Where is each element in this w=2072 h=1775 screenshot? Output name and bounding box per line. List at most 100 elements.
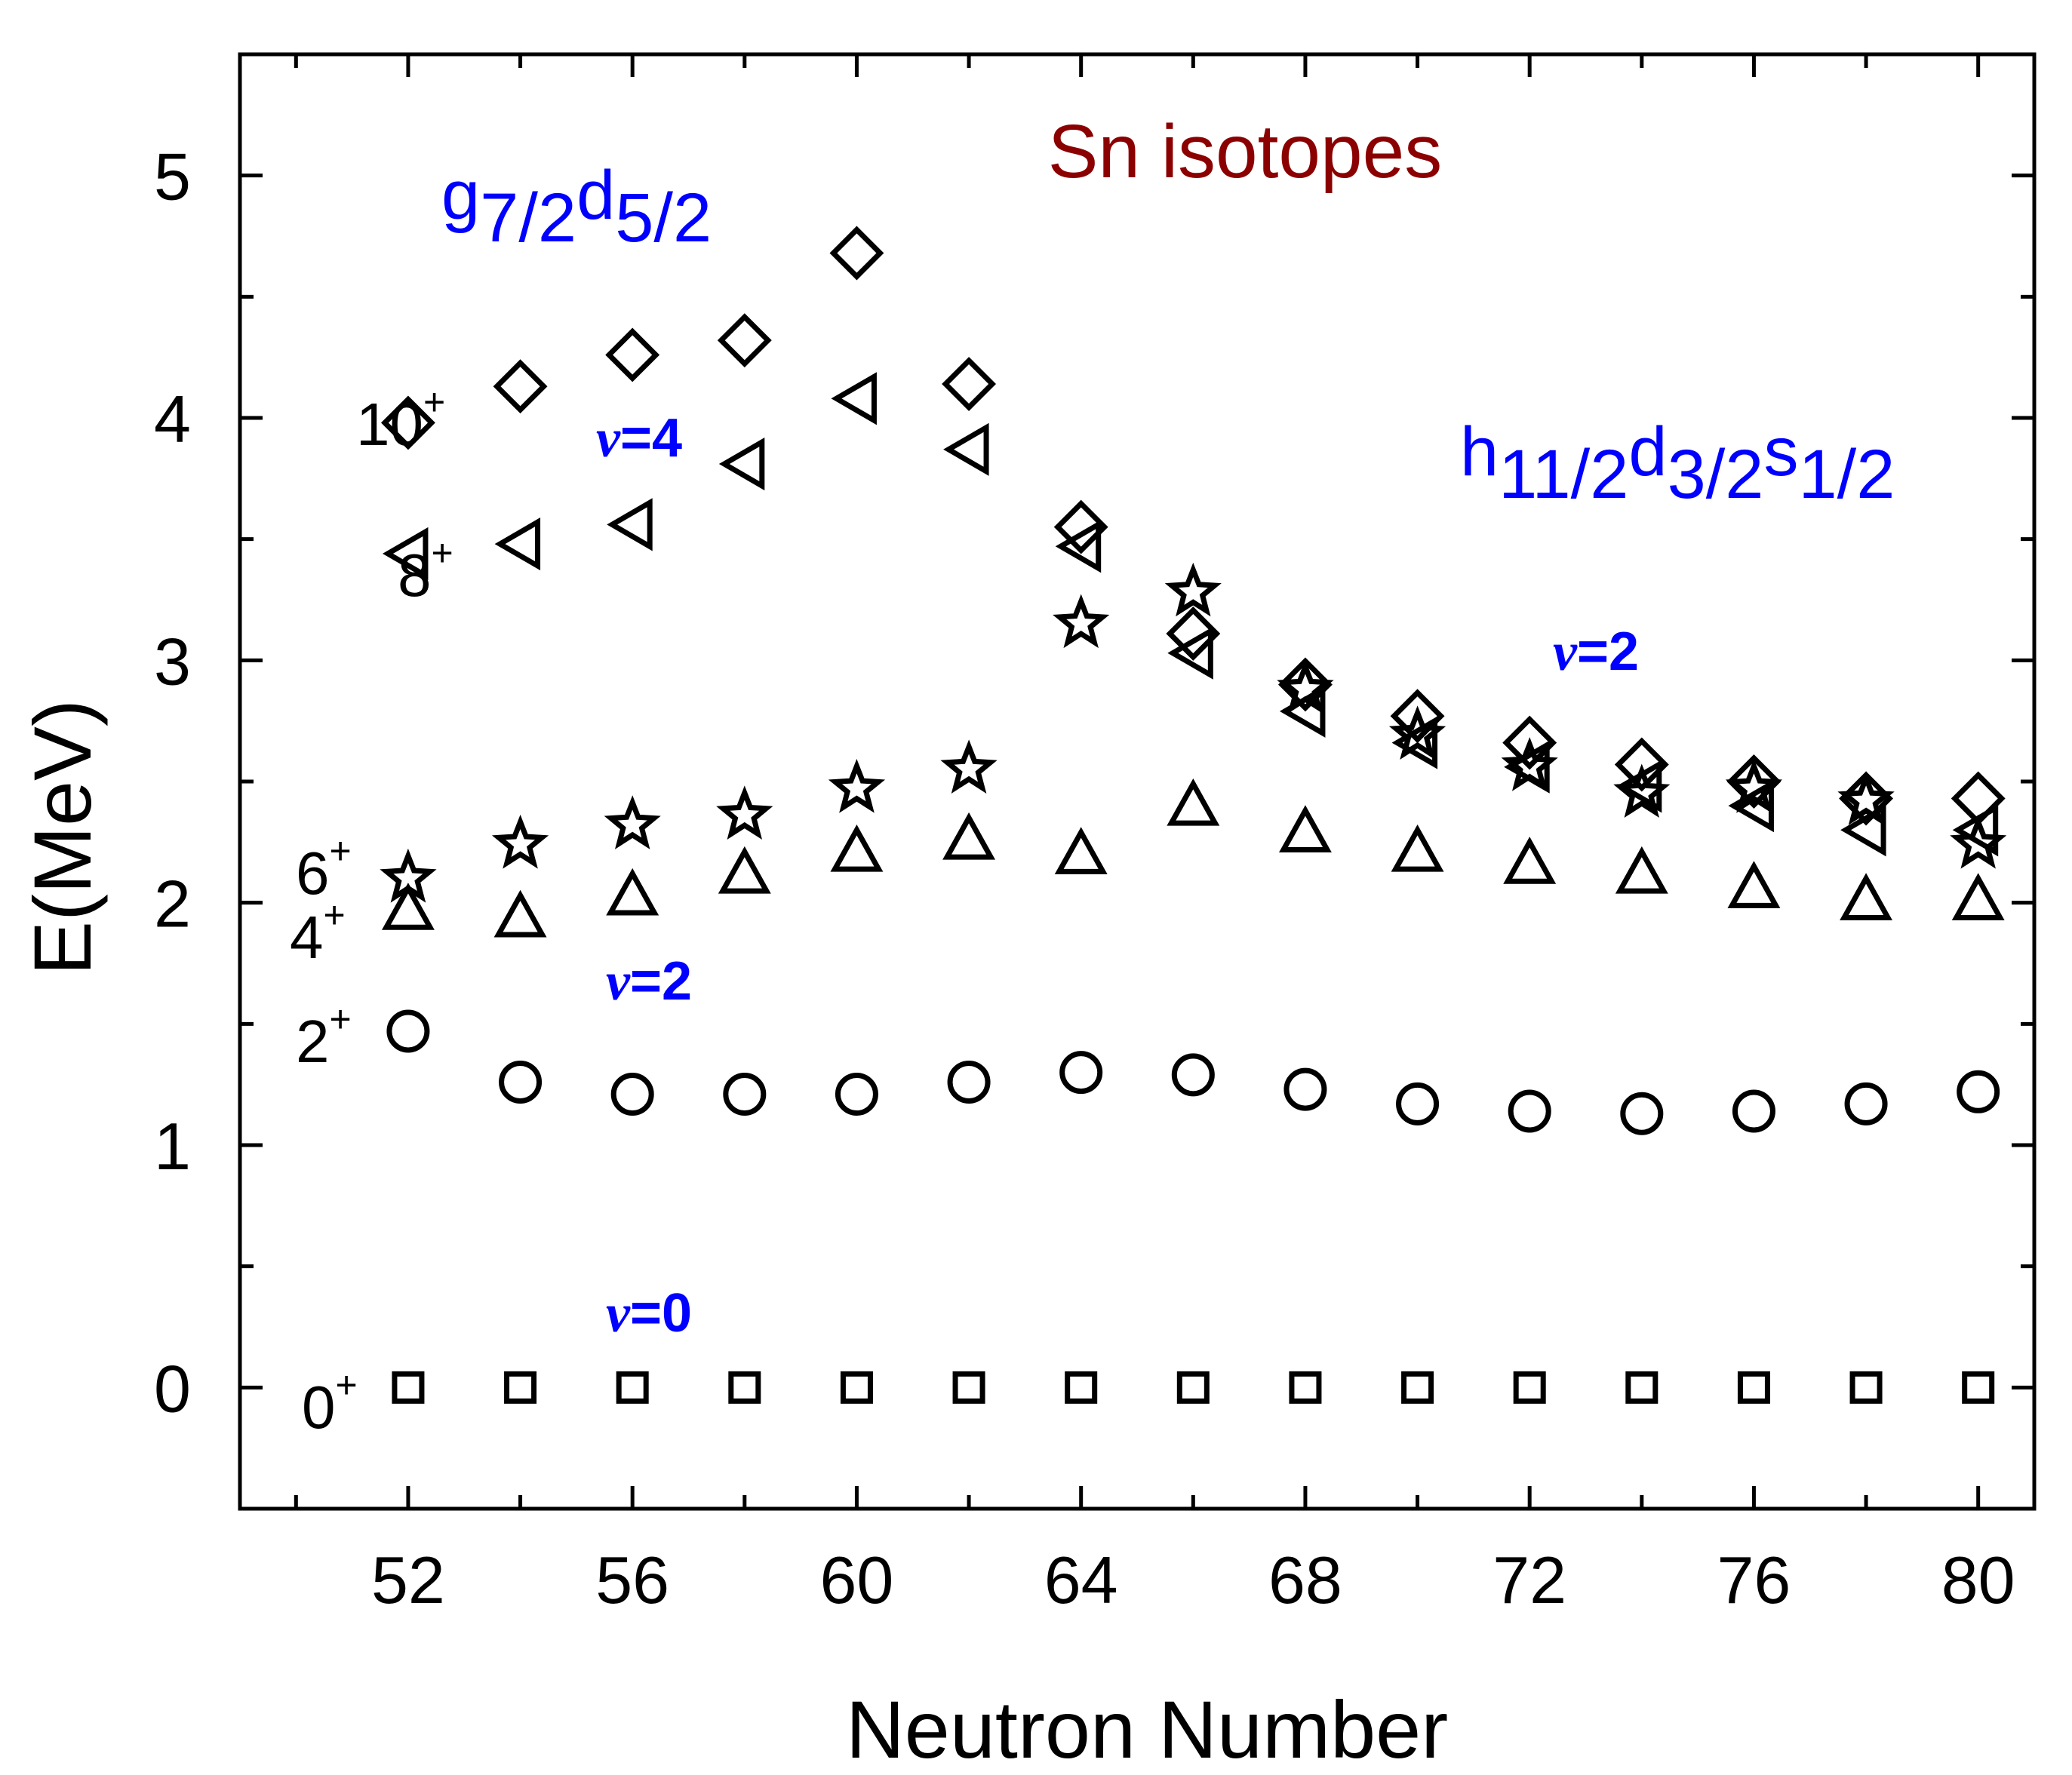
data-point-triangle-left xyxy=(1615,760,1662,813)
orbital-right-s: s xyxy=(1763,413,1798,490)
orbital-label-left: g7/2d5/2 xyxy=(441,157,712,256)
data-point-triangle-up xyxy=(1054,827,1108,874)
data-point-triangle-left xyxy=(1728,779,1774,833)
x-tick-label: 72 xyxy=(1493,1543,1566,1617)
seniority-v2-low-symbol: v xyxy=(606,951,631,1012)
orbital-right-sub1: 11/2 xyxy=(1499,436,1628,513)
orbital-right-sub3: 1/2 xyxy=(1798,436,1895,513)
data-point-triangle-left xyxy=(1391,716,1438,769)
data-point-square xyxy=(616,1371,649,1404)
data-point-square xyxy=(952,1371,985,1404)
data-point-triangle-up xyxy=(1278,805,1332,852)
state-label-2plus-sup: + xyxy=(330,998,352,1040)
orbital-label-right: h11/2d3/2s1/2 xyxy=(1460,413,1895,513)
data-point-diamond xyxy=(1839,771,1894,826)
data-point-square xyxy=(1513,1371,1546,1404)
data-point-circle xyxy=(1059,1051,1103,1095)
data-point-triangle-up xyxy=(493,889,547,938)
data-point-star xyxy=(828,759,886,813)
data-point-diamond xyxy=(1277,657,1333,712)
data-point-triangle-up xyxy=(606,868,659,916)
data-point-circle xyxy=(1844,1082,1888,1125)
data-point-diamond xyxy=(1502,715,1557,770)
x-tick-label: 52 xyxy=(371,1543,445,1617)
data-point-circle xyxy=(1508,1089,1551,1133)
data-point-square xyxy=(392,1371,425,1404)
seniority-v0: v=0 xyxy=(606,1283,692,1344)
state-label-6plus-main: 6 xyxy=(296,840,330,907)
data-point-circle xyxy=(1283,1067,1327,1111)
x-tick-label: 68 xyxy=(1268,1543,1342,1617)
data-point-circle xyxy=(947,1060,991,1104)
data-point-diamond xyxy=(605,327,660,382)
data-point-diamond xyxy=(493,359,548,414)
marks-group xyxy=(380,226,2007,1404)
y-tick-label: 2 xyxy=(154,867,191,941)
x-tick-label: 56 xyxy=(595,1543,669,1617)
data-point-triangle-up xyxy=(942,812,996,860)
data-point-diamond xyxy=(1726,754,1781,809)
state-label-6plus-sup: + xyxy=(330,830,352,872)
x-tick-label: 64 xyxy=(1044,1543,1118,1617)
state-label-10plus: 10+ xyxy=(356,381,445,458)
data-point-square xyxy=(1401,1371,1434,1404)
seniority-v0-value: =0 xyxy=(630,1283,692,1344)
data-point-diamond xyxy=(380,395,435,450)
data-point-square xyxy=(1737,1371,1770,1404)
data-point-triangle-left xyxy=(831,372,877,425)
data-point-triangle-left xyxy=(1055,520,1102,573)
data-point-diamond xyxy=(1614,737,1669,792)
data-point-triangle-left xyxy=(382,527,429,581)
data-point-square xyxy=(1849,1371,1883,1404)
y-tick-label: 5 xyxy=(154,140,191,214)
orbital-left-d: d xyxy=(576,157,615,234)
data-point-square xyxy=(1625,1371,1659,1404)
y-tick-label: 4 xyxy=(154,382,191,456)
data-point-square xyxy=(1289,1371,1322,1404)
data-point-diamond xyxy=(717,313,772,368)
state-label-10plus-main: 10 xyxy=(356,391,423,458)
state-label-4plus-sup: + xyxy=(324,894,346,936)
data-point-star xyxy=(940,739,998,794)
data-point-triangle-up xyxy=(1840,873,1893,920)
data-point-circle xyxy=(610,1073,654,1116)
data-point-triangle-left xyxy=(607,498,653,551)
data-point-triangle-left xyxy=(718,437,765,491)
state-label-0plus: 0+ xyxy=(302,1364,358,1441)
data-point-diamond xyxy=(1390,689,1445,744)
seniority-v4: v=4 xyxy=(596,408,682,468)
y-axis-label: E(MeV) xyxy=(17,699,108,975)
data-point-circle xyxy=(1957,1070,2000,1113)
data-point-triangle-up xyxy=(830,825,884,872)
state-label-6plus: 6+ xyxy=(296,830,352,907)
data-point-triangle-left xyxy=(1504,740,1550,794)
data-point-diamond xyxy=(829,226,884,281)
data-point-triangle-up xyxy=(1615,846,1668,894)
data-point-triangle-up xyxy=(1951,873,2005,920)
data-point-triangle-up xyxy=(1503,837,1557,884)
data-point-diamond xyxy=(942,357,997,411)
data-point-square xyxy=(504,1371,537,1404)
y-tick-label: 3 xyxy=(154,624,191,699)
data-point-triangle-left xyxy=(943,422,989,476)
seniority-v2-high: v=2 xyxy=(1553,622,1639,682)
x-tick-label: 60 xyxy=(819,1543,893,1617)
seniority-v2-low: v=2 xyxy=(606,951,692,1012)
state-label-2plus-main: 2 xyxy=(296,1008,330,1075)
data-point-circle xyxy=(499,1060,543,1104)
orbital-right-d: d xyxy=(1628,413,1667,490)
y-tick-label: 0 xyxy=(154,1351,191,1426)
data-point-circle xyxy=(1396,1082,1440,1125)
data-point-star xyxy=(1164,562,1222,617)
x-tick-label: 76 xyxy=(1717,1543,1791,1617)
seniority-v2-high-symbol: v xyxy=(1553,622,1578,682)
data-point-star xyxy=(604,795,661,849)
data-point-triangle-up xyxy=(1391,825,1444,872)
state-label-10plus-sup: + xyxy=(423,381,445,423)
state-label-8plus-main: 8 xyxy=(398,542,432,609)
data-point-square xyxy=(1962,1371,1995,1404)
data-point-triangle-left xyxy=(1167,626,1213,680)
data-point-diamond xyxy=(1951,771,2006,826)
data-point-circle xyxy=(1620,1092,1664,1135)
